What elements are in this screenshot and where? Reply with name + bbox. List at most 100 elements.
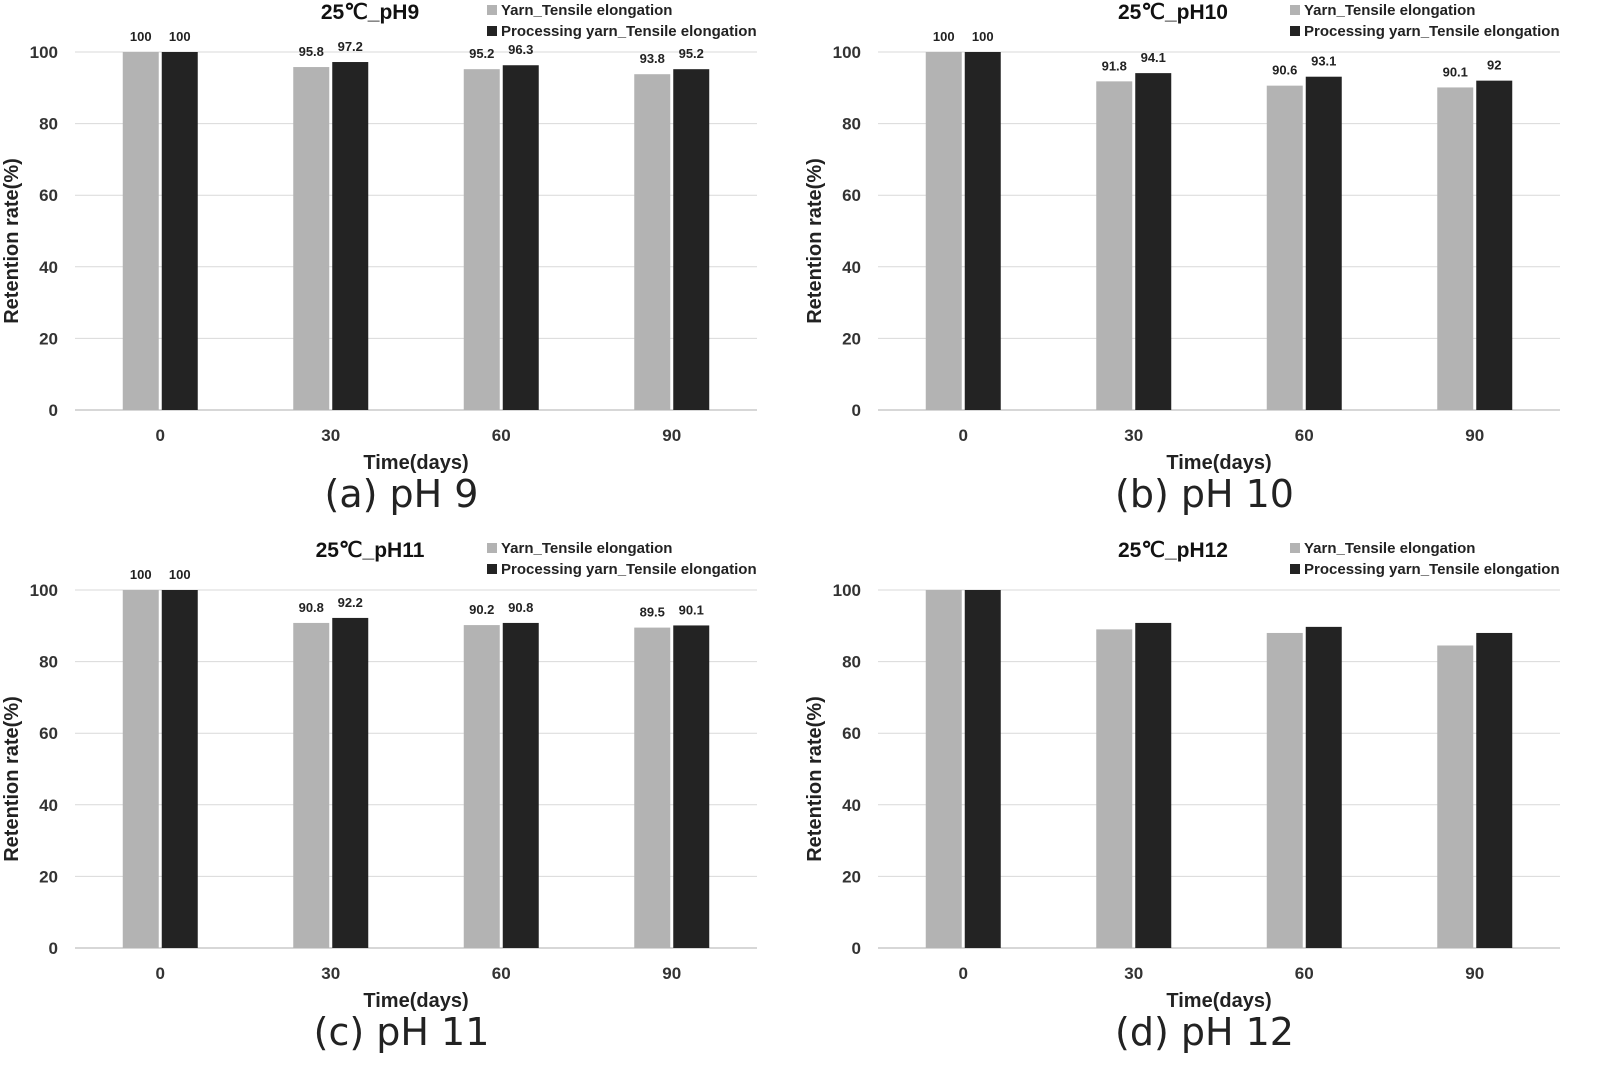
bar — [673, 625, 710, 948]
y-axis-title: Retention rate(%) — [804, 158, 826, 324]
legend-swatch — [487, 5, 497, 15]
x-tick-label: 90 — [662, 964, 681, 983]
data-label: 92.2 — [338, 595, 363, 610]
bar — [161, 590, 198, 948]
bar — [1437, 645, 1474, 948]
x-tick-label: 90 — [1465, 964, 1484, 983]
bar — [1266, 85, 1303, 410]
y-tick-label: 60 — [39, 186, 58, 205]
chart-title: 25℃_pH9 — [321, 1, 419, 24]
bar — [964, 52, 1001, 410]
y-tick-label: 40 — [39, 258, 58, 277]
data-label: 95.2 — [469, 46, 494, 61]
bar — [122, 590, 159, 948]
y-tick-label: 20 — [39, 867, 58, 886]
y-tick-label: 20 — [39, 329, 58, 348]
x-tick-label: 60 — [1295, 964, 1314, 983]
data-label: 96.3 — [508, 42, 533, 57]
chart-caption: (d) pH 12 — [1115, 1010, 1294, 1054]
legend-label: Yarn_Tensile elongation — [1304, 540, 1475, 557]
x-tick-label: 90 — [662, 426, 681, 445]
legend-label: Processing yarn_Tensile elongation — [1304, 561, 1560, 578]
y-tick-label: 100 — [833, 581, 861, 600]
data-label: 90.1 — [679, 602, 704, 617]
data-label: 100 — [130, 567, 152, 582]
data-label: 97.2 — [338, 39, 363, 54]
bar — [1135, 73, 1172, 410]
y-tick-label: 80 — [842, 115, 861, 134]
bar — [161, 52, 198, 410]
bar — [293, 67, 330, 410]
bar — [293, 622, 330, 948]
x-tick-label: 30 — [1124, 426, 1143, 445]
x-tick-label: 60 — [1295, 426, 1314, 445]
chart-caption: (a) pH 9 — [324, 472, 479, 516]
y-tick-label: 60 — [39, 724, 58, 743]
data-label: 90.8 — [508, 600, 533, 615]
data-label: 100 — [169, 29, 191, 44]
legend-label: Processing yarn_Tensile elongation — [1304, 23, 1560, 40]
bar — [1096, 81, 1133, 410]
bar — [1305, 76, 1342, 411]
data-label: 90.1 — [1443, 64, 1468, 79]
bar — [925, 52, 962, 410]
chart-panel-ph9: 0 20 40 60 80 100 100 100 0 95.8 97.2 30 95.2 96.3 60 9… — [0, 0, 803, 538]
y-tick-label: 60 — [842, 186, 861, 205]
data-label: 92 — [1487, 58, 1501, 73]
bar — [502, 65, 539, 410]
y-tick-label: 0 — [852, 401, 861, 420]
legend-swatch — [487, 543, 497, 553]
data-label: 90.8 — [299, 600, 324, 615]
x-axis-title: Time(days) — [1166, 990, 1271, 1012]
x-axis-title: Time(days) — [1166, 452, 1271, 474]
y-tick-label: 80 — [39, 653, 58, 672]
y-tick-label: 60 — [842, 724, 861, 743]
chart-panel-ph10: 0 20 40 60 80 100 100 100 0 91.8 94.1 30 90.6 93.1 60 9… — [803, 0, 1606, 538]
bar — [634, 627, 671, 948]
data-label: 89.5 — [640, 605, 665, 620]
x-tick-label: 90 — [1465, 426, 1484, 445]
chart-title: 25℃_pH10 — [1118, 1, 1228, 24]
legend-swatch — [487, 26, 497, 36]
data-label: 91.8 — [1102, 58, 1127, 73]
y-axis-title: Retention rate(%) — [1, 696, 23, 862]
y-tick-label: 40 — [842, 796, 861, 815]
bar — [332, 617, 369, 948]
data-label: 100 — [169, 567, 191, 582]
chart-ph12: 0 20 40 60 80 100 0 30 60 90 Time(days) Retention r… — [804, 539, 1560, 1012]
y-tick-label: 40 — [842, 258, 861, 277]
chart-ph9: 0 20 40 60 80 100 100 100 0 95.8 97.2 30 95.2 96.3 60 9… — [1, 1, 757, 474]
legend-label: Processing yarn_Tensile elongation — [501, 23, 757, 40]
legend-label: Yarn_Tensile elongation — [501, 540, 672, 557]
bar — [1135, 622, 1172, 948]
legend-label: Processing yarn_Tensile elongation — [501, 561, 757, 578]
x-tick-label: 0 — [156, 964, 165, 983]
y-tick-label: 40 — [39, 796, 58, 815]
bar — [925, 590, 962, 948]
data-label: 95.8 — [299, 44, 324, 59]
bar — [463, 625, 500, 948]
bar — [122, 52, 159, 410]
chart-caption: (b) pH 10 — [1115, 472, 1294, 516]
y-tick-label: 20 — [842, 329, 861, 348]
y-tick-label: 0 — [49, 401, 58, 420]
legend-swatch — [1290, 26, 1300, 36]
y-tick-label: 80 — [39, 115, 58, 134]
bar — [634, 74, 671, 411]
bar — [1305, 626, 1342, 948]
chart-panel-ph11: 0 20 40 60 80 100 100 100 0 90.8 92.2 30 90.2 90.8 60 8… — [0, 538, 803, 1076]
y-tick-label: 100 — [30, 43, 58, 62]
y-tick-label: 100 — [833, 43, 861, 62]
chart-ph10: 0 20 40 60 80 100 100 100 0 91.8 94.1 30 90.6 93.1 60 9… — [804, 1, 1560, 474]
y-tick-label: 20 — [842, 867, 861, 886]
bar — [673, 69, 710, 411]
legend-swatch — [1290, 564, 1300, 574]
data-label: 95.2 — [679, 46, 704, 61]
legend-swatch — [1290, 5, 1300, 15]
data-label: 100 — [972, 29, 994, 44]
legend-swatch — [487, 564, 497, 574]
x-tick-label: 60 — [492, 964, 511, 983]
data-label: 100 — [130, 29, 152, 44]
x-tick-label: 30 — [321, 426, 340, 445]
x-tick-label: 0 — [156, 426, 165, 445]
